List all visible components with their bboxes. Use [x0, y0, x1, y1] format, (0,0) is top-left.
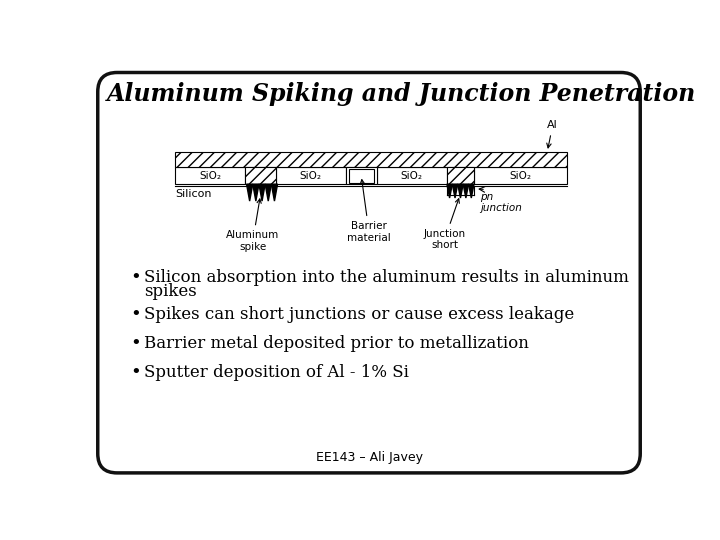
Text: Al: Al [546, 120, 558, 148]
Bar [276, 167, 346, 184]
Text: Spikes can short junctions or cause excess leakage: Spikes can short junctions or cause exce… [144, 306, 575, 323]
Text: SiO₂: SiO₂ [300, 171, 322, 181]
Text: •: • [130, 269, 141, 287]
Text: Barrier
material: Barrier material [347, 180, 391, 242]
Text: Aluminum Spiking and Junction Penetration: Aluminum Spiking and Junction Penetratio… [107, 82, 696, 106]
Polygon shape [253, 184, 259, 201]
Text: Silicon absorption into the aluminum results in aluminum: Silicon absorption into the aluminum res… [144, 269, 629, 286]
Polygon shape [469, 184, 474, 198]
Polygon shape [265, 184, 271, 201]
Text: Junction
short: Junction short [423, 199, 466, 251]
Text: •: • [130, 306, 141, 324]
Bar [377, 167, 446, 184]
Text: spikes: spikes [144, 283, 197, 300]
Bar [349, 168, 374, 183]
Text: Barrier metal deposited prior to metallization: Barrier metal deposited prior to metalli… [144, 335, 529, 352]
Bar [175, 167, 245, 184]
Text: Silicon: Silicon [175, 189, 212, 199]
Polygon shape [447, 184, 452, 198]
Polygon shape [259, 184, 265, 201]
Polygon shape [458, 184, 463, 198]
Text: pn
junction: pn junction [480, 192, 522, 213]
Bar [346, 167, 377, 184]
Bar [175, 152, 567, 167]
Text: SiO₂: SiO₂ [509, 171, 531, 181]
Text: SiO₂: SiO₂ [400, 171, 423, 181]
Text: EE143 – Ali Javey: EE143 – Ali Javey [315, 451, 423, 464]
Text: Aluminum
spike: Aluminum spike [226, 199, 279, 252]
Polygon shape [463, 184, 469, 198]
Text: Sputter deposition of Al - 1% Si: Sputter deposition of Al - 1% Si [144, 364, 409, 381]
Polygon shape [246, 184, 253, 201]
FancyBboxPatch shape [98, 72, 640, 473]
Polygon shape [452, 184, 458, 198]
Polygon shape [271, 184, 277, 201]
Text: •: • [130, 364, 141, 382]
Bar [245, 167, 276, 184]
Bar [474, 167, 567, 184]
Text: SiO₂: SiO₂ [199, 171, 221, 181]
Text: •: • [130, 335, 141, 353]
Bar [446, 167, 474, 184]
